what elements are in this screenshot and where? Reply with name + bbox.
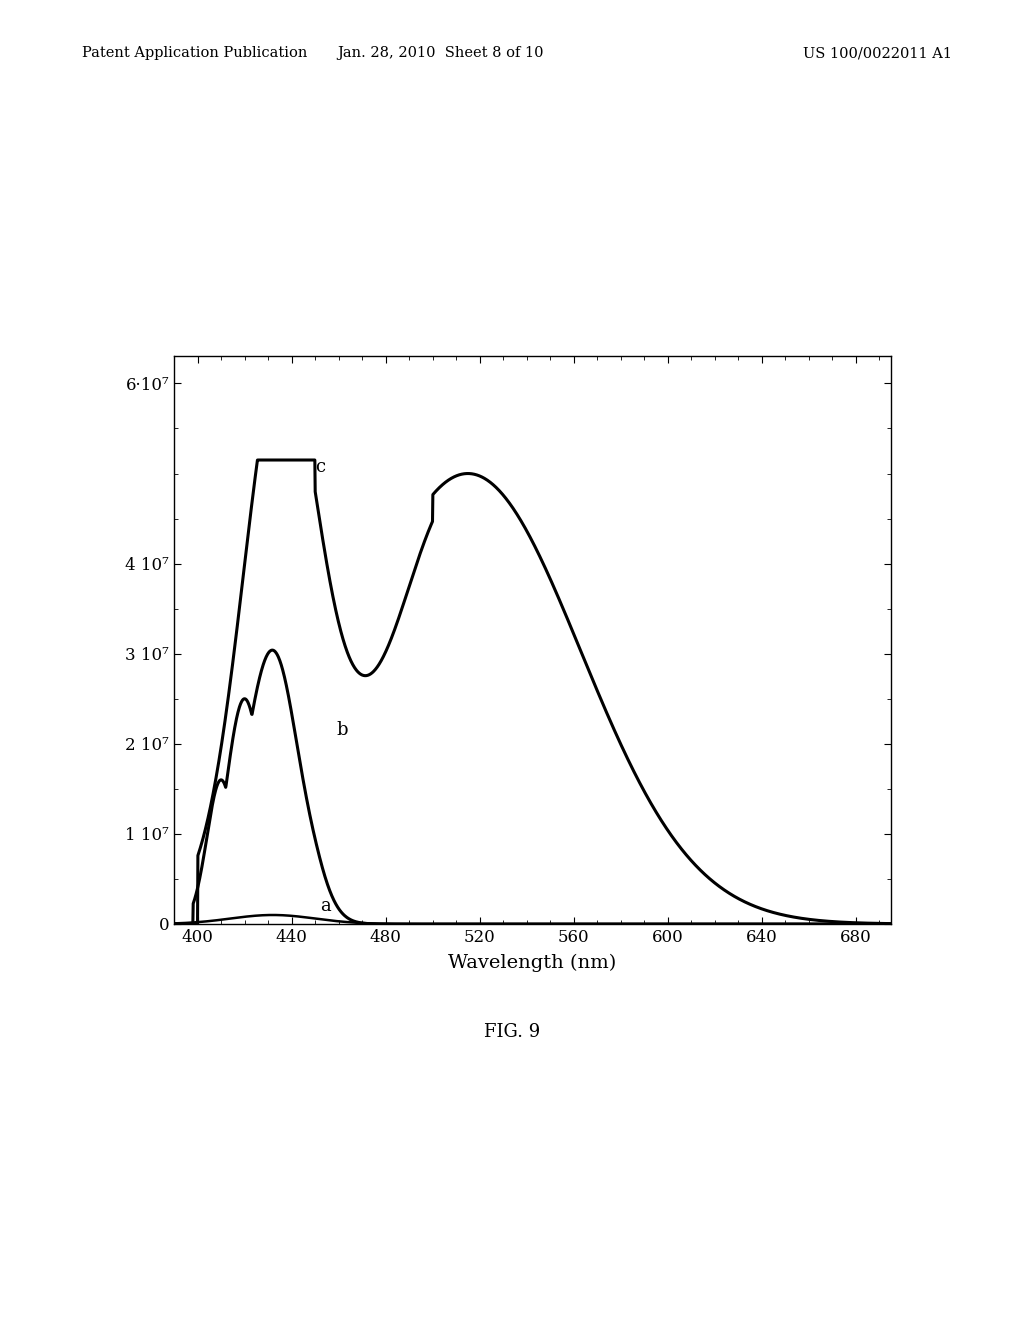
Text: c: c — [315, 458, 326, 475]
Text: b: b — [336, 721, 348, 739]
Text: a: a — [319, 898, 331, 915]
Text: Patent Application Publication: Patent Application Publication — [82, 46, 307, 61]
X-axis label: Wavelength (nm): Wavelength (nm) — [449, 954, 616, 973]
Text: Jan. 28, 2010  Sheet 8 of 10: Jan. 28, 2010 Sheet 8 of 10 — [337, 46, 544, 61]
Text: US 100/0022011 A1: US 100/0022011 A1 — [803, 46, 952, 61]
Text: FIG. 9: FIG. 9 — [484, 1023, 540, 1041]
